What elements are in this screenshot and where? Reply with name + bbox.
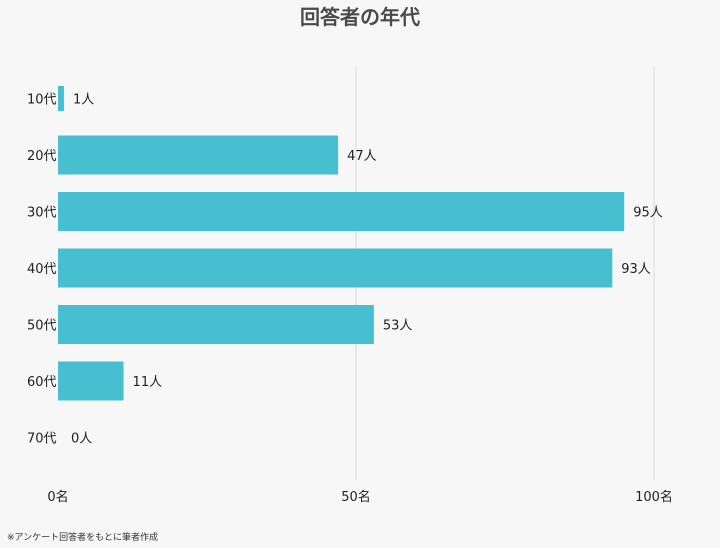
data-label: 0人: [71, 432, 92, 447]
data-label: 1人: [73, 93, 94, 108]
category-label: 70代: [27, 432, 57, 447]
bar: [58, 135, 339, 175]
bars: [58, 86, 625, 401]
bar: [58, 305, 374, 344]
category-label: 40代: [27, 262, 57, 277]
category-label: 50代: [27, 319, 57, 334]
data-label: 95人: [633, 206, 663, 221]
data-label: 47人: [347, 149, 377, 164]
labels: 0名 50名 100名 10代 1人 20代 47人 30代 95人 40代 93人 50代 53人 60…: [27, 93, 673, 506]
x-tick-label: 100名: [635, 489, 673, 505]
x-tick-label: 50名: [341, 489, 371, 505]
bar: [58, 192, 625, 231]
category-label: 10代: [27, 93, 57, 108]
data-label: 93人: [621, 262, 651, 277]
category-label: 30代: [27, 206, 57, 221]
bar: [58, 361, 124, 401]
bar: [58, 86, 64, 111]
data-label: 11人: [133, 375, 163, 390]
x-tick-label: 0名: [47, 489, 68, 505]
category-label: 20代: [27, 149, 57, 164]
category-label: 60代: [27, 375, 57, 390]
chart-title: 回答者の年代: [300, 5, 420, 29]
bar: [58, 248, 613, 288]
data-label: 53人: [383, 319, 413, 334]
footnote: ※アンケート回答者をもとに筆者作成: [7, 531, 158, 543]
